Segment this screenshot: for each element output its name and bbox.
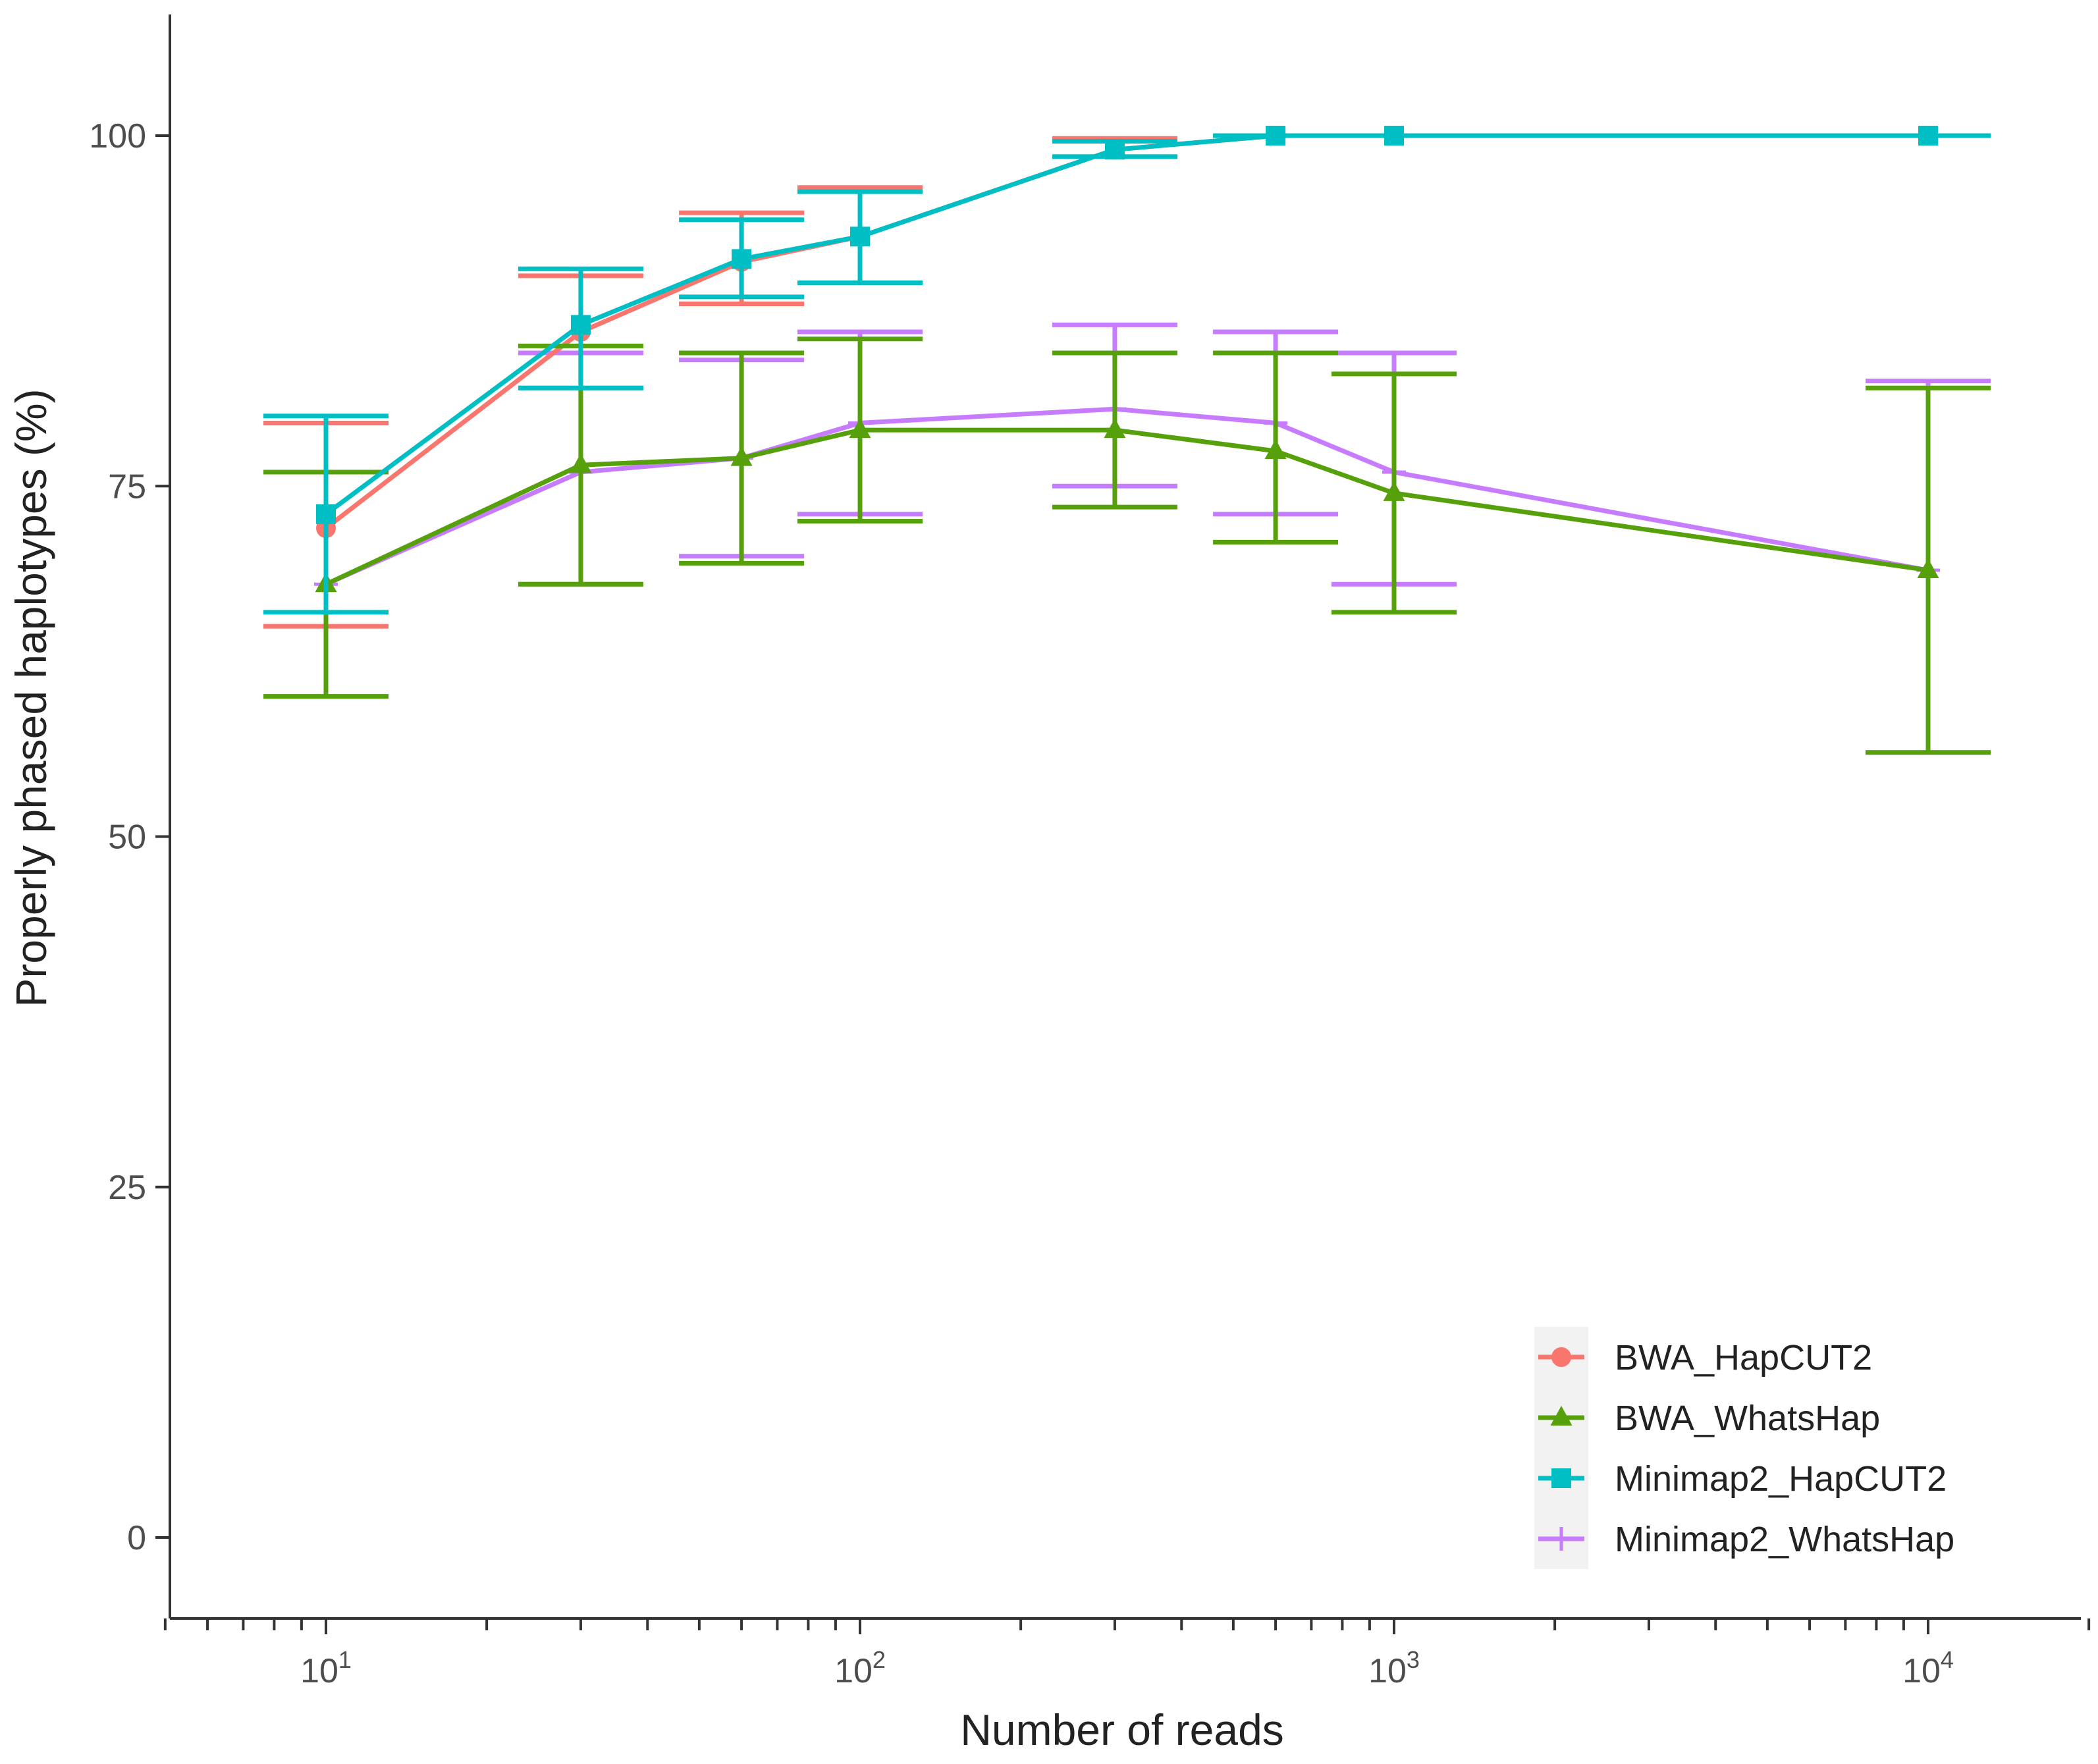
x-tick-label: 101 — [300, 1646, 352, 1690]
legend: BWA_HapCUT2 BWA_WhatsHap Minimap2_HapCUT2 M… — [1534, 1327, 1954, 1569]
series-line — [325, 427, 1929, 587]
series-line — [325, 406, 1929, 587]
x-ticks: 101 102 103 104 — [163, 1618, 2091, 1690]
data-point — [1917, 558, 1939, 578]
legend-key-marker — [1550, 1406, 1573, 1426]
y-axis-title: Properly phased haplotypes (%) — [7, 388, 55, 1007]
data-point — [570, 453, 592, 473]
legend-item: Minimap2_HapCUT2 — [1534, 1448, 1947, 1509]
y-tick-label: 75 — [108, 468, 146, 506]
legend-label: Minimap2_WhatsHap — [1615, 1520, 1954, 1559]
data-point — [1264, 439, 1287, 460]
legend-item: Minimap2_WhatsHap — [1534, 1509, 1954, 1569]
legend-key-marker — [1551, 1468, 1571, 1488]
axes — [169, 14, 2081, 1620]
y-tick-label: 100 — [89, 117, 146, 155]
x-tick-label: 102 — [834, 1646, 886, 1690]
series-minimap2-hapcut2 — [263, 126, 1991, 615]
x-axis-title: Number of reads — [960, 1705, 1284, 1754]
y-tick-label: 25 — [108, 1169, 146, 1207]
data-point — [730, 446, 753, 466]
data-point — [850, 227, 870, 247]
y-tick-label: 0 — [127, 1519, 146, 1557]
series-bwa-hapcut2 — [263, 126, 1991, 629]
data-point — [732, 249, 752, 269]
series — [263, 126, 1991, 755]
legend-item: BWA_WhatsHap — [1534, 1387, 1880, 1448]
x-tick-label: 104 — [1902, 1646, 1954, 1690]
data-point — [570, 315, 591, 335]
y-tick-label: 50 — [108, 818, 146, 857]
data-point — [316, 504, 336, 524]
data-point — [1383, 481, 1405, 501]
legend-label: BWA_HapCUT2 — [1615, 1338, 1872, 1377]
series-line — [324, 133, 1928, 530]
legend-label: BWA_WhatsHap — [1615, 1399, 1880, 1438]
data-point — [1104, 140, 1125, 160]
legend-key-marker — [1549, 1527, 1573, 1551]
data-point — [1266, 126, 1286, 146]
data-point — [1918, 126, 1938, 146]
legend-label: Minimap2_HapCUT2 — [1615, 1459, 1947, 1499]
data-point — [1384, 126, 1404, 146]
legend-key-marker — [1551, 1347, 1571, 1367]
y-ticks: 0 25 50 75 100 — [89, 117, 170, 1557]
data-point — [849, 418, 871, 439]
series-bwa-whatshap — [263, 336, 1991, 755]
data-point — [1104, 418, 1126, 439]
series-line — [324, 133, 1928, 516]
x-tick-label: 103 — [1368, 1646, 1420, 1690]
legend-item: BWA_HapCUT2 — [1534, 1327, 1872, 1387]
